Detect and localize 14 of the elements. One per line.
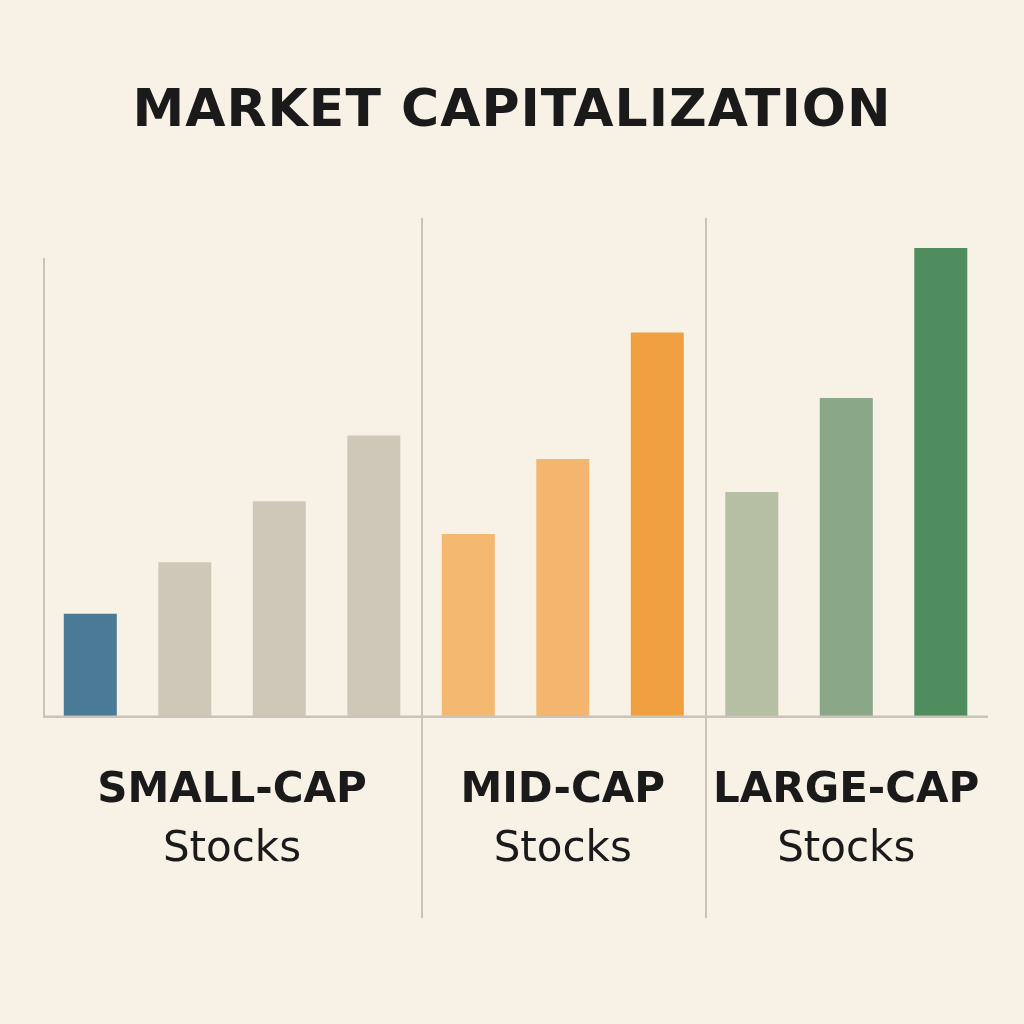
text: Stocks [492,822,633,871]
bar [63,613,117,717]
bar [725,491,779,717]
text: SMALL-CAP [96,763,368,812]
bar [536,459,590,717]
text: Stocks [161,822,303,871]
bar [914,248,968,717]
bar [819,398,873,717]
bar [441,534,495,717]
text: LARGE-CAP [712,763,981,812]
chart-title: MARKET CAPITALIZATION [131,77,893,140]
text: Stocks [776,822,917,871]
text: MID-CAP [460,763,666,812]
bar [630,332,684,717]
